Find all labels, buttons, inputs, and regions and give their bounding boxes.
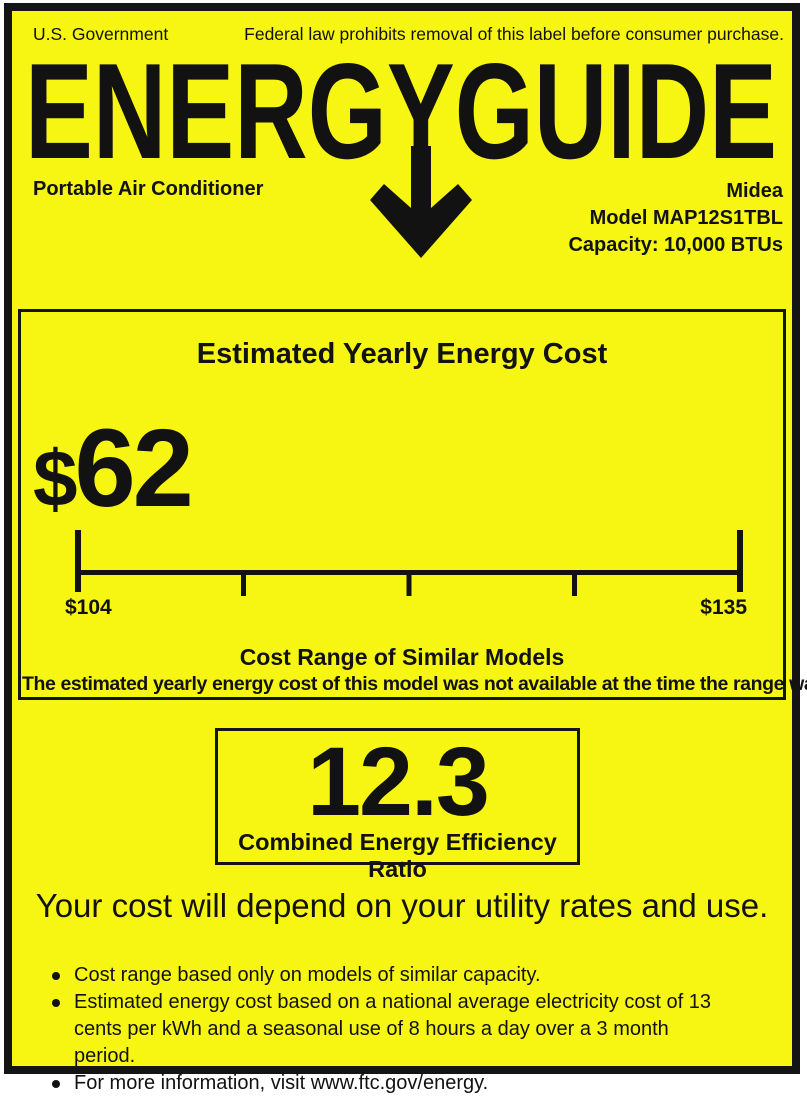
bullet-item: Estimated energy cost based on a nationa… bbox=[52, 989, 732, 1016]
bullet-item: For more information, visit www.ftc.gov/… bbox=[52, 1070, 732, 1097]
bullet-dot-icon bbox=[52, 1080, 60, 1088]
bullet-text: For more information, visit www.ftc.gov/… bbox=[74, 1072, 489, 1094]
product-info-block: Midea Model MAP12S1TBL Capacity: 10,000 … bbox=[568, 178, 783, 259]
brand-name: Midea bbox=[726, 180, 783, 202]
cost-box-heading: Estimated Yearly Energy Cost bbox=[196, 338, 608, 370]
product-type: Portable Air Conditioner bbox=[33, 178, 264, 200]
dollar-sign: $ bbox=[33, 434, 77, 523]
bullet-text: Estimated energy cost based on a nationa… bbox=[74, 991, 712, 1013]
energyguide-wordmark: ENERGYGUIDE bbox=[25, 35, 777, 187]
federal-law-notice: Federal law prohibits removal of this la… bbox=[244, 24, 784, 44]
energyguide-wordmark-text: ENERGYGUIDE bbox=[25, 35, 777, 187]
bullet-item: Cost range based only on models of simil… bbox=[52, 962, 732, 989]
estimated-cost-value: $62 bbox=[33, 414, 194, 524]
bullet-text: cents per kWh and a seasonal use of 8 ho… bbox=[74, 1018, 669, 1067]
cost-box: Estimated Yearly Energy Cost $62 $104 $1… bbox=[18, 309, 807, 700]
bullet-dot-icon bbox=[52, 999, 60, 1007]
bullet-dot-icon bbox=[52, 972, 60, 980]
ceer-label: Combined Energy Efficiency Ratio bbox=[238, 829, 557, 883]
energy-guide-label: U.S. Government Federal law prohibits re… bbox=[4, 3, 807, 1094]
range-footnote: The estimated yearly energy cost of this… bbox=[22, 673, 807, 695]
cost-amount: 62 bbox=[74, 407, 194, 530]
bullet-item-continuation: cents per kWh and a seasonal use of 8 ho… bbox=[52, 1016, 732, 1070]
ceer-value: 12.3 bbox=[307, 727, 490, 836]
footnote-bullet-list: Cost range based only on models of simil… bbox=[52, 962, 732, 1097]
us-government-text: U.S. Government bbox=[33, 24, 169, 44]
range-caption: Cost Range of Similar Models bbox=[239, 644, 565, 670]
ceer-box: 12.3 Combined Energy Efficiency Ratio bbox=[215, 727, 580, 882]
model-number: Model MAP12S1TBL bbox=[589, 207, 783, 229]
range-high-label: $135 bbox=[700, 596, 747, 619]
down-arrow-icon bbox=[370, 146, 472, 258]
range-low-label: $104 bbox=[65, 596, 112, 619]
capacity: Capacity: 10,000 BTUs bbox=[568, 234, 783, 256]
utility-note: Your cost will depend on your utility ra… bbox=[35, 887, 769, 924]
bullet-text: Cost range based only on models of simil… bbox=[74, 964, 541, 986]
cost-range-scale bbox=[75, 530, 743, 596]
